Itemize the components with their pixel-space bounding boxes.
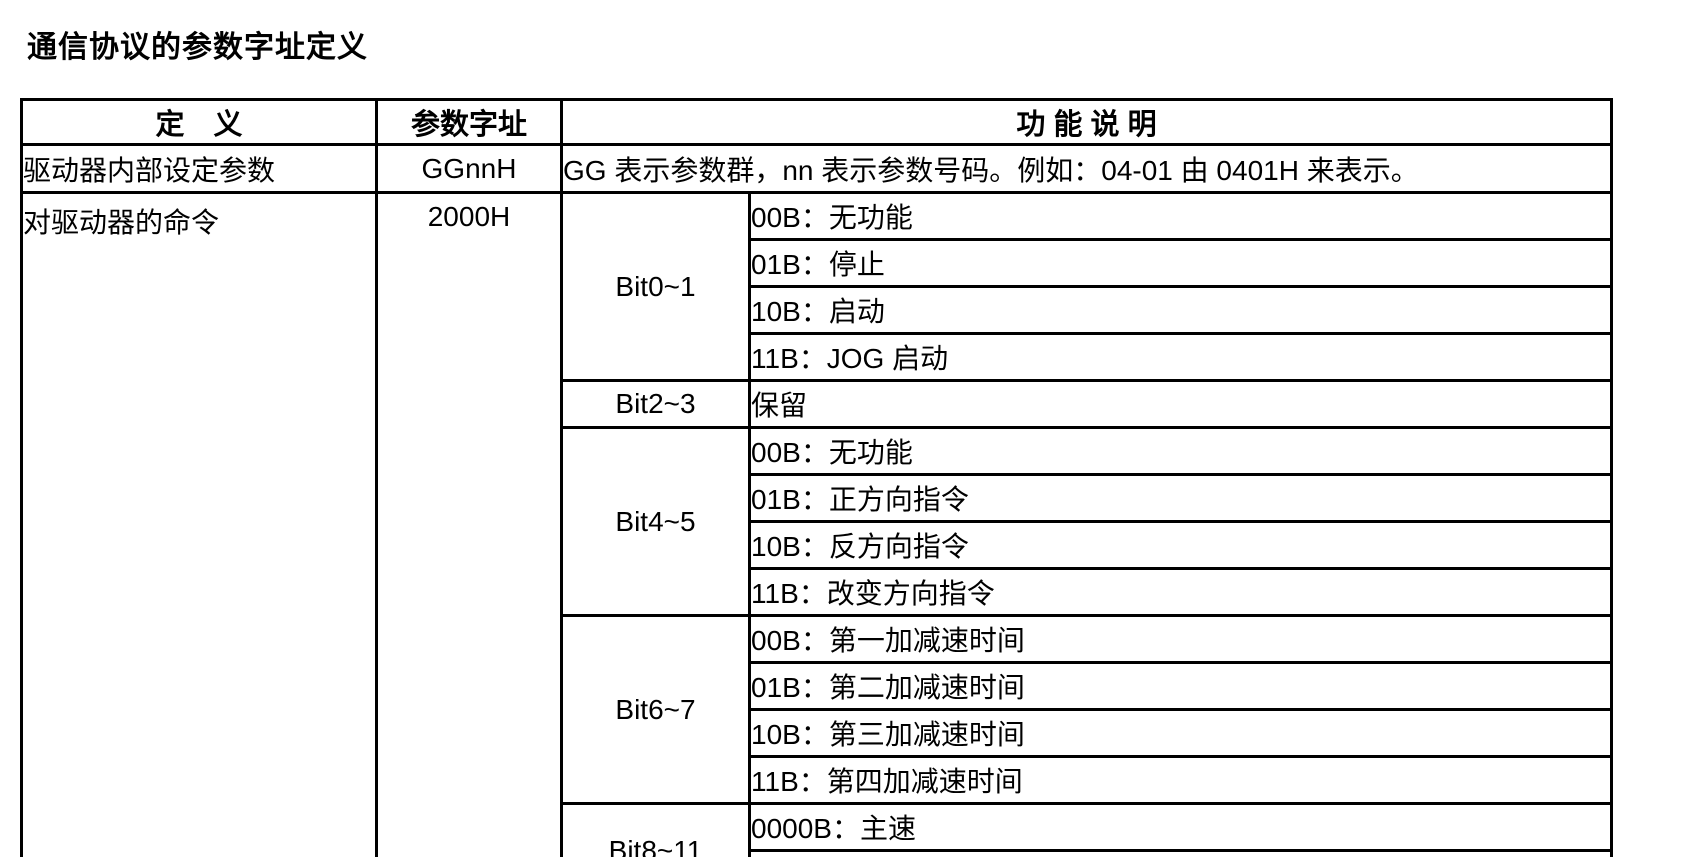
table-row: 11B：第四加减速时间 <box>22 755 1614 805</box>
table-row: 01B：停止 <box>22 238 1614 288</box>
cell-bit-option: 0000B：主速 <box>747 802 1614 852</box>
cell-bit-option: 00B：无功能 <box>747 191 1614 241</box>
header-function: 功 能 说 明 <box>559 98 1614 146</box>
cell-bit-option: 00B：无功能 <box>747 426 1614 476</box>
cell-bit-range: Bit4~5 <box>560 426 751 617</box>
table-row: Bit2~3 保留 <box>22 379 1614 429</box>
table-row: 01B：正方向指令 <box>22 473 1614 523</box>
table-row: 11B：JOG 启动 <box>22 332 1614 382</box>
cell-bit-range: Bit2~3 <box>560 379 751 429</box>
parameter-address-table: 定 义 参数字址 功 能 说 明 驱动器内部设定参数 GGnnH GG 表示参数… <box>20 98 1614 857</box>
table-row: 10B：启动 <box>22 285 1614 335</box>
table-row: Bit6~7 00B：第一加减速时间 <box>22 614 1614 805</box>
cell-bit-range: Bit8~11 <box>560 802 751 857</box>
cell-address: GGnnH <box>375 143 563 194</box>
table-row: 11B：改变方向指令 <box>22 567 1614 617</box>
cell-definition: 驱动器内部设定参数 <box>20 143 378 194</box>
table-row: 01B：第二加减速时间 <box>22 661 1614 711</box>
header-definition: 定 义 <box>20 98 378 146</box>
table-row: 10B：第三加减速时间 <box>22 708 1614 758</box>
table-row: 驱动器内部设定参数 GGnnH GG 表示参数群，nn 表示参数号码。例如：04… <box>20 143 1614 194</box>
cell-bit-option: 保留 <box>747 379 1614 429</box>
cell-bit-option: 01B：正方向指令 <box>747 473 1614 523</box>
table-row: 对驱动器的命令 2000H Bit0~1 00B：无功能 <box>20 191 1614 857</box>
cell-bit-option: 10B：启动 <box>747 285 1614 335</box>
cell-bit-option: 01B：停止 <box>747 238 1614 288</box>
cell-bit-option: 11B：第四加减速时间 <box>747 755 1614 805</box>
cell-definition: 对驱动器的命令 <box>20 191 378 857</box>
table-row: 10B：反方向指令 <box>22 520 1614 570</box>
header-address: 参数字址 <box>375 98 563 146</box>
cell-bit-option: 10B：反方向指令 <box>747 520 1614 570</box>
table-row <box>22 849 1614 857</box>
cell-bit-option <box>747 849 1614 857</box>
cell-address: 2000H <box>375 191 563 857</box>
table-row: Bit4~5 00B：无功能 <box>22 426 1614 617</box>
cell-function-description: GG 表示参数群，nn 表示参数号码。例如：04-01 由 0401H 来表示。 <box>559 143 1614 194</box>
cell-bit-range: Bit6~7 <box>560 614 751 805</box>
cell-bit-option: 00B：第一加减速时间 <box>747 614 1614 664</box>
page-title: 通信协议的参数字址定义 <box>27 31 368 64</box>
cell-bit-option: 11B：JOG 启动 <box>747 332 1614 382</box>
cell-bit-option: 10B：第三加减速时间 <box>747 708 1614 758</box>
table-row: Bit8~11 0000B：主速 <box>22 802 1614 857</box>
cell-bit-option: 01B：第二加减速时间 <box>747 661 1614 711</box>
cell-bit-option: 11B：改变方向指令 <box>747 567 1614 617</box>
table-header-row: 定 义 参数字址 功 能 说 明 <box>20 98 1614 146</box>
cell-bit-range: Bit0~1 <box>560 191 751 382</box>
